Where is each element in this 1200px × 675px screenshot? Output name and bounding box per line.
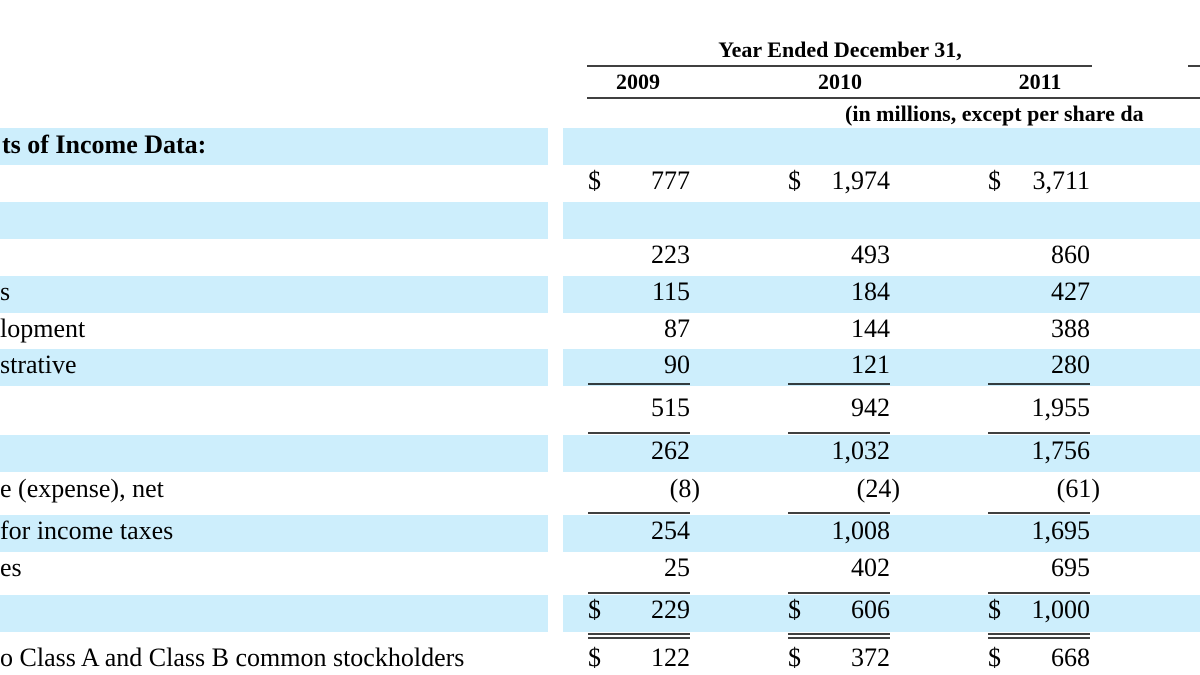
cell-value: 402 [851,553,890,582]
row-shade [0,349,548,386]
row-label: e (expense), net [0,474,165,503]
currency-sign: $ [588,595,601,624]
cell-value: 515 [651,393,690,422]
row-shade [563,595,1200,632]
cell-value: 1,695 [1032,516,1091,545]
cell-value: 1,756 [1032,436,1091,465]
cell-value: 115 [652,277,690,306]
currency-sign: $ [788,643,801,672]
currency-sign: $ [788,166,801,195]
cell-value: 254 [651,516,690,545]
section-label: ts of Income Data: [2,130,206,159]
cell-value: 1,008 [832,516,891,545]
currency-sign: $ [988,595,1001,624]
cell-value: 280 [1051,350,1090,379]
row-shade [563,515,1200,552]
year-header: 2009 [616,69,660,94]
cell-value: 229 [651,595,690,624]
cell-value: 668 [1051,643,1090,672]
cell-value: 388 [1051,314,1090,343]
row-shade [0,435,548,472]
currency-sign: $ [588,643,601,672]
cell-value: 372 [851,643,890,672]
year-header: 2011 [1019,69,1062,94]
row-shade [563,276,1200,313]
year-header: 2010 [818,69,862,94]
cell-value: 184 [851,277,890,306]
cell-value: 427 [1051,277,1090,306]
currency-sign: $ [588,166,601,195]
cell-value: 606 [851,595,890,624]
row-label: lopment [0,314,86,343]
unit-note: (in millions, except per share da [845,101,1144,126]
currency-sign: $ [988,166,1001,195]
row-label: s [0,277,10,306]
row-label: es [0,553,22,582]
cell-value: 1,974 [832,166,891,195]
row-shade [563,435,1200,472]
cell-value: (24) [857,474,900,503]
cell-value: 122 [651,643,690,672]
currency-sign: $ [788,595,801,624]
cell-value: 942 [851,393,890,422]
cell-value: 3,711 [1032,166,1090,195]
cell-value: 25 [664,553,690,582]
cell-value: 1,032 [832,436,891,465]
cell-value: (61) [1057,474,1100,503]
cell-value: 860 [1051,240,1090,269]
cell-value: 1,955 [1032,393,1091,422]
row-shade [0,202,548,239]
cell-value: 121 [851,350,890,379]
cell-value: 493 [851,240,890,269]
row-shade [0,515,548,552]
row-shade [0,128,548,165]
cell-value: 90 [664,350,690,379]
row-shade [0,595,548,632]
cell-value: 1,000 [1032,595,1091,624]
cell-value: 87 [664,314,690,343]
row-shade [0,276,548,313]
cell-value: 144 [851,314,890,343]
cell-value: 262 [651,436,690,465]
row-shade [563,128,1200,165]
row-shade [563,349,1200,386]
cell-value: 695 [1051,553,1090,582]
group-header: Year Ended December 31, [718,37,962,62]
currency-sign: $ [988,643,1001,672]
cell-value: 223 [651,240,690,269]
row-shade [563,202,1200,239]
row-label: for income taxes [0,516,173,545]
row-label: strative [0,350,77,379]
cell-value: 777 [651,166,690,195]
cell-value: (8) [670,474,700,503]
row-label: o Class A and Class B common stockholder… [0,643,464,672]
